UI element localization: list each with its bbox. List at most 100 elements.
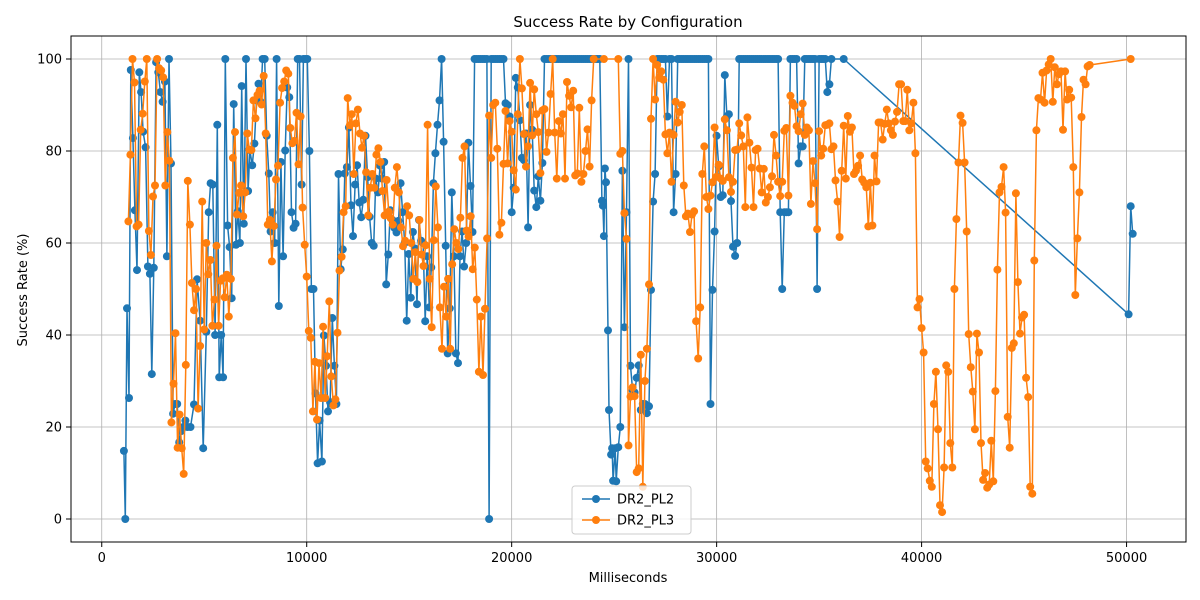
- data-point: [790, 101, 799, 110]
- data-point: [374, 144, 383, 153]
- data-point: [878, 135, 887, 144]
- data-point: [891, 117, 899, 126]
- data-point: [671, 170, 680, 178]
- data-point: [485, 515, 494, 523]
- data-point: [714, 160, 723, 169]
- data-point: [491, 98, 500, 107]
- data-point: [929, 400, 938, 408]
- data-point: [778, 177, 787, 186]
- data-point: [260, 55, 269, 63]
- data-point: [162, 252, 171, 261]
- data-point: [774, 55, 783, 63]
- data-point: [291, 219, 300, 228]
- data-point: [468, 265, 477, 274]
- data-point: [503, 159, 512, 168]
- data-point: [149, 192, 157, 201]
- legend-item: DR2_PL3: [582, 514, 674, 529]
- data-point: [731, 251, 740, 260]
- data-point: [556, 129, 565, 138]
- data-point: [169, 379, 178, 388]
- data-point: [585, 162, 594, 171]
- data-point: [1059, 125, 1067, 134]
- data-point: [151, 181, 159, 190]
- data-point: [954, 158, 963, 167]
- data-point: [772, 151, 781, 160]
- data-point: [903, 85, 912, 94]
- legend-label: DR2_PL2: [617, 493, 674, 508]
- data-point: [1026, 482, 1035, 491]
- data-point: [165, 156, 174, 165]
- data-point: [620, 209, 629, 218]
- data-point: [825, 80, 834, 89]
- data-point: [686, 228, 694, 236]
- chart-title: Success Rate by Configuration: [513, 13, 742, 31]
- data-point: [841, 174, 850, 183]
- data-point: [392, 163, 401, 172]
- data-point: [121, 515, 130, 523]
- data-point: [357, 213, 366, 222]
- data-point: [1009, 339, 1018, 348]
- data-point: [450, 225, 459, 234]
- data-point: [796, 110, 805, 119]
- data-point: [376, 158, 385, 166]
- data-point: [528, 131, 537, 140]
- y-tick-label: 20: [45, 421, 62, 436]
- data-point: [368, 170, 377, 178]
- data-point: [495, 230, 504, 239]
- data-point: [421, 317, 430, 326]
- data-point: [950, 285, 959, 293]
- data-point: [462, 239, 471, 247]
- data-point: [700, 142, 709, 151]
- data-point: [483, 234, 492, 243]
- data-point: [456, 213, 465, 222]
- data-point: [628, 383, 637, 392]
- data-point: [137, 88, 146, 97]
- data-point: [956, 111, 965, 120]
- data-point: [353, 105, 362, 114]
- data-point: [934, 425, 942, 434]
- data-point: [753, 144, 762, 153]
- data-point: [179, 469, 188, 478]
- data-point: [228, 153, 237, 162]
- data-point: [667, 177, 676, 186]
- data-point: [813, 285, 822, 293]
- data-point: [335, 266, 344, 275]
- data-point: [369, 241, 378, 250]
- data-point: [435, 96, 444, 105]
- data-point: [809, 157, 817, 166]
- data-point: [241, 188, 250, 197]
- data-point: [698, 170, 707, 178]
- data-point: [384, 250, 393, 259]
- data-point: [825, 119, 834, 128]
- data-point: [425, 274, 434, 283]
- data-point: [530, 85, 539, 94]
- data-point: [942, 361, 951, 370]
- data-point: [759, 164, 768, 173]
- data-point: [944, 367, 953, 376]
- data-point: [447, 188, 456, 197]
- data-point: [657, 67, 666, 76]
- data-point: [274, 302, 283, 310]
- data-point: [987, 436, 996, 445]
- data-point: [673, 118, 682, 127]
- data-point: [214, 321, 223, 330]
- data-point: [224, 312, 233, 321]
- data-point: [552, 174, 561, 183]
- data-point: [165, 55, 173, 63]
- data-point: [413, 300, 421, 309]
- data-point: [677, 101, 686, 109]
- data-point: [749, 203, 758, 212]
- data-point: [829, 142, 838, 151]
- data-point: [1024, 393, 1033, 402]
- data-point: [242, 55, 250, 63]
- data-point: [237, 181, 246, 190]
- data-point: [126, 150, 135, 159]
- data-point: [163, 128, 172, 137]
- data-point: [722, 126, 731, 135]
- y-axis-ticks: 0 20 40 60 80 100: [37, 53, 71, 528]
- data-point: [167, 418, 176, 427]
- data-point: [831, 176, 840, 185]
- data-point: [334, 170, 343, 178]
- data-point: [704, 205, 713, 213]
